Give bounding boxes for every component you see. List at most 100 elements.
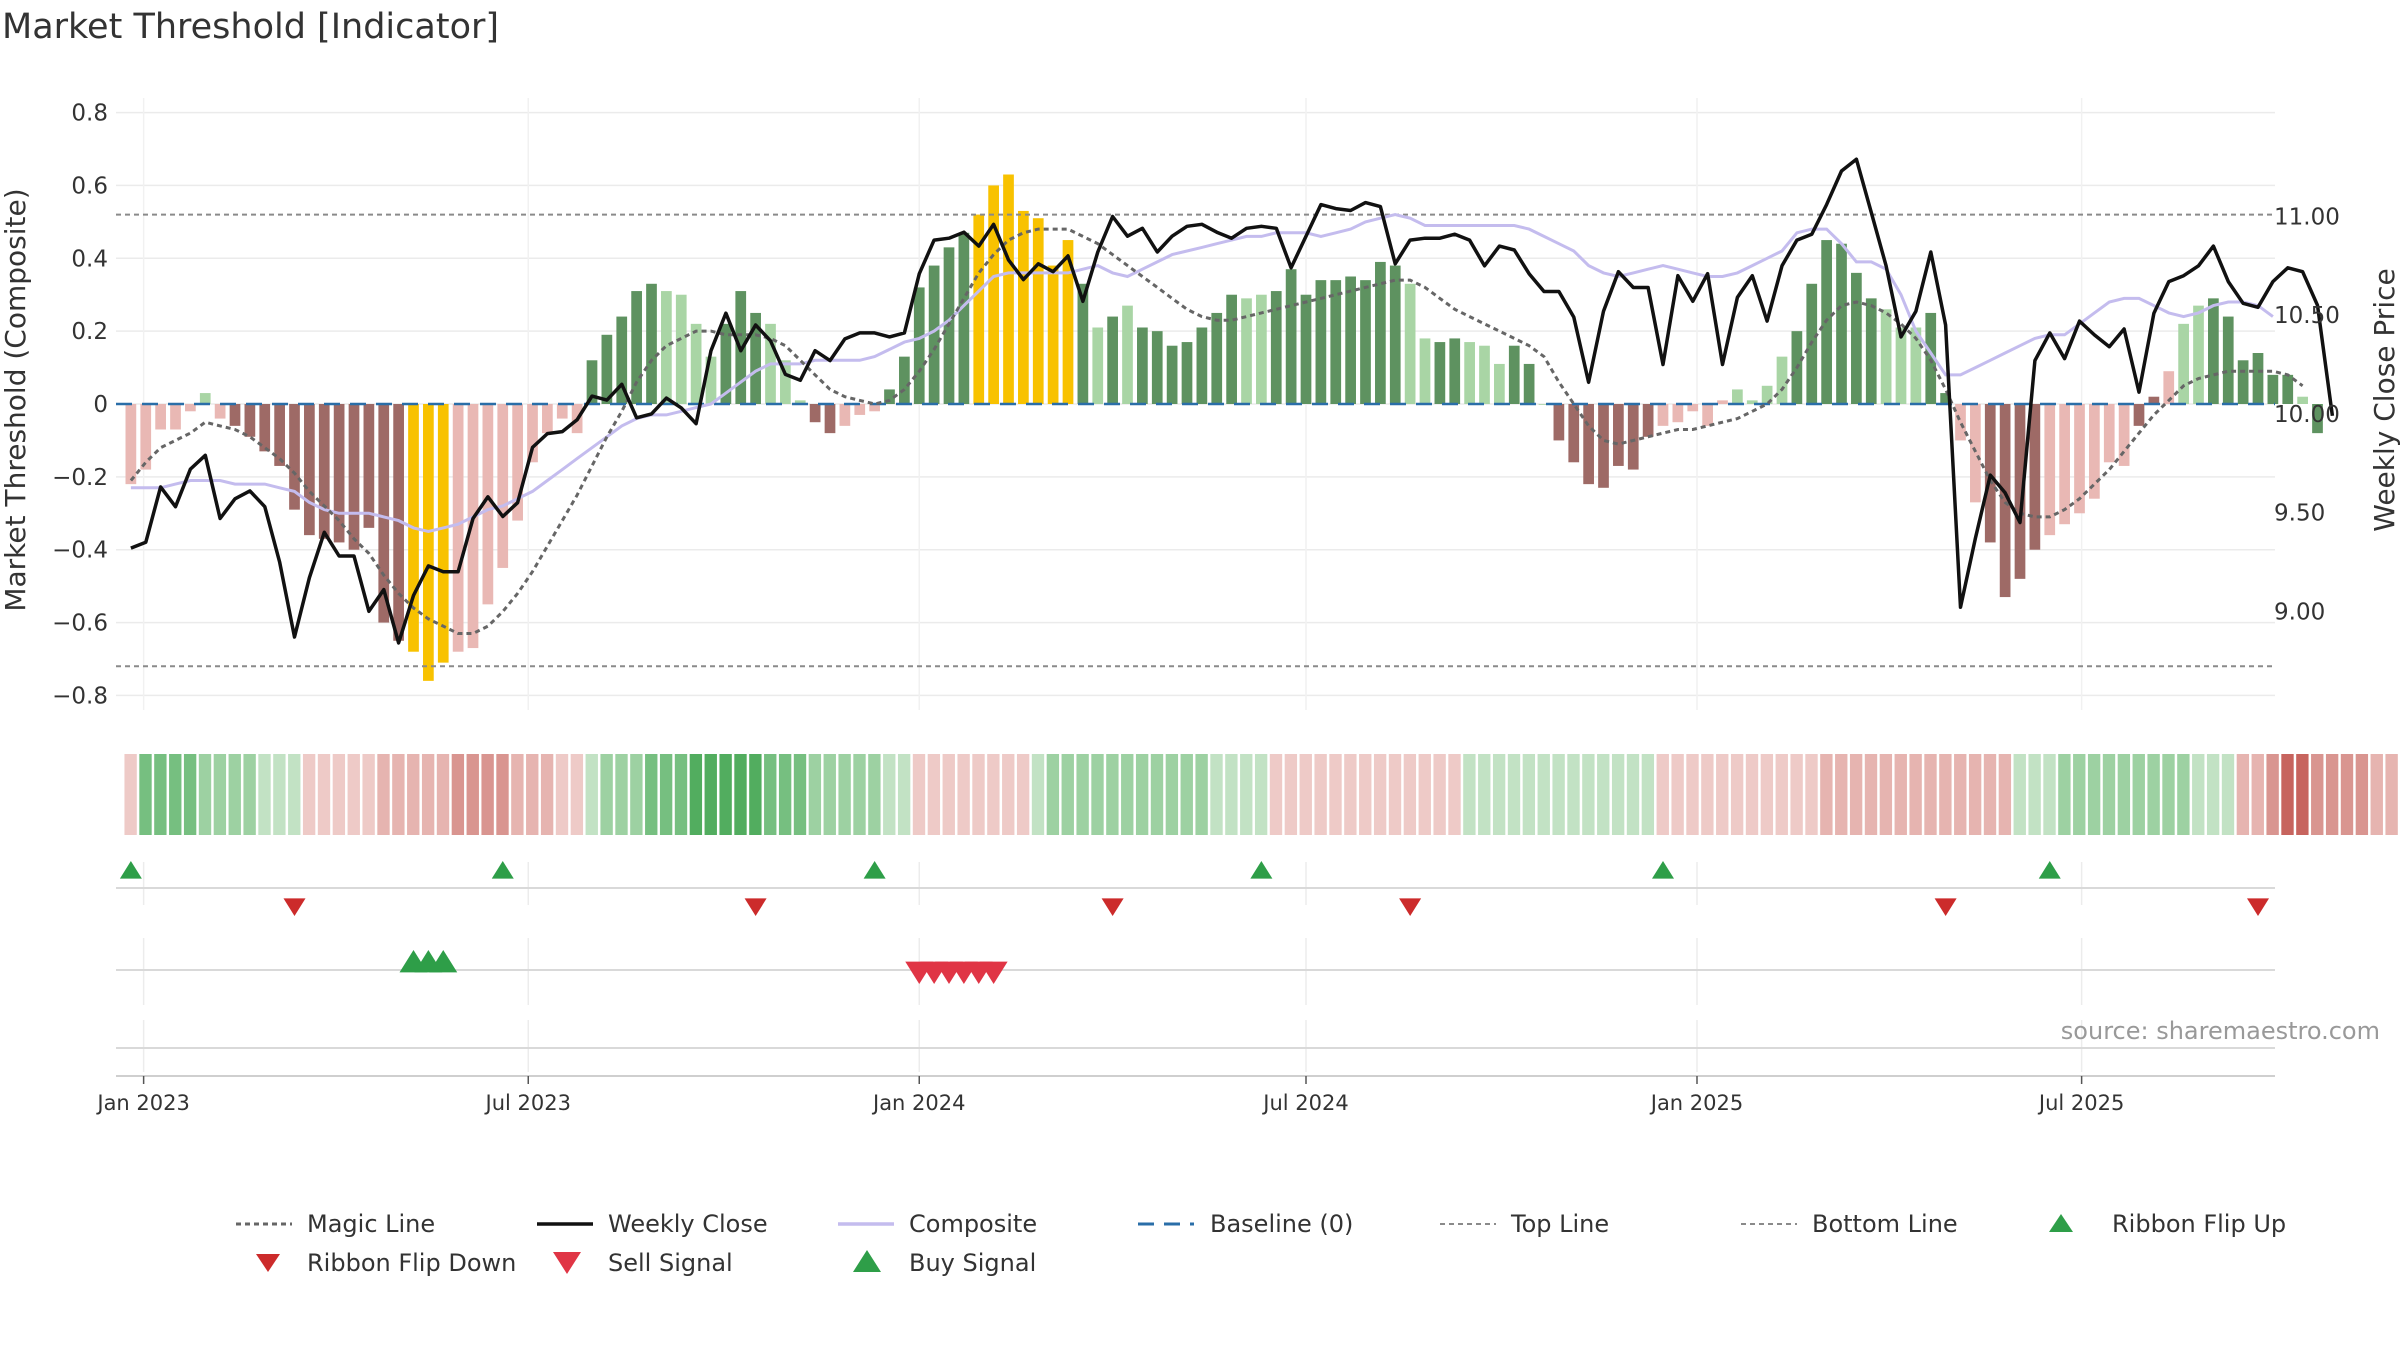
ribbon-cell: [377, 754, 390, 835]
legend-item-bottom-line: Bottom Line: [1741, 1210, 1958, 1238]
ribbon-cell: [1210, 754, 1223, 835]
ribbon-cell: [258, 754, 271, 835]
x-tick-label: Jul 2023: [484, 1091, 571, 1115]
histogram-bar: [794, 400, 806, 404]
ribbon-cell: [1507, 754, 1521, 835]
ribbon-cell: [1537, 754, 1550, 835]
histogram-bar: [527, 404, 538, 463]
legend-swatch-buy-signal: [853, 1250, 881, 1272]
ribbon-flip-up-marker: [1250, 861, 1273, 879]
ribbon-cell: [957, 754, 970, 835]
ribbon-cell: [2296, 754, 2309, 835]
legend-item-ribbon-flip-up: Ribbon Flip Up: [2049, 1210, 2286, 1238]
sell-signal-marker: [979, 961, 1008, 984]
histogram-bar: [1865, 298, 1877, 404]
ribbon-cell: [912, 754, 926, 835]
histogram-bar: [646, 283, 657, 404]
ribbon-cell: [2266, 754, 2279, 835]
right-tick-label: 10.00: [2274, 402, 2340, 428]
histogram-bar: [1211, 312, 1223, 404]
ribbon-cell: [823, 754, 836, 835]
histogram-bar: [601, 334, 613, 404]
legend-item-weekly-close: Weekly Close: [537, 1210, 768, 1238]
histogram-bar: [1196, 327, 1208, 404]
left-tick-label: 0.8: [71, 101, 108, 127]
trend-ribbon: [124, 754, 2398, 835]
histogram-bar: [1761, 385, 1773, 404]
ribbon-cell: [1225, 754, 1238, 835]
histogram-bar: [2178, 323, 2189, 404]
histogram-bar: [869, 404, 880, 412]
histogram-bar: [1627, 404, 1639, 470]
histogram-bar: [1508, 345, 1520, 404]
histogram-bar: [2237, 360, 2249, 404]
ribbon-cell: [2251, 754, 2264, 835]
histogram-bar: [661, 291, 672, 404]
ribbon-cell: [2162, 754, 2175, 835]
histogram-bar: [1062, 240, 1074, 404]
left-axis-title: Market Threshold (Composite): [0, 188, 32, 611]
ribbon-cell: [1597, 754, 1610, 835]
ribbon-cell: [288, 754, 301, 835]
ribbon-cell: [347, 754, 360, 835]
legend-swatch-ribbon-flip-up: [2049, 1214, 2073, 1232]
histogram-bar: [1256, 294, 1267, 404]
ribbon-cell: [2370, 754, 2383, 835]
histogram-bar: [2222, 316, 2234, 404]
ribbon-cell: [1835, 754, 1848, 835]
histogram-bar: [542, 404, 553, 434]
composite-line: [130, 213, 2274, 534]
histogram-bar: [839, 404, 851, 426]
ribbon-cell: [1329, 754, 1342, 835]
histogram-bar: [556, 404, 568, 419]
ribbon-cell: [273, 754, 286, 835]
ribbon-cell: [1388, 754, 1402, 835]
ribbon-flip-up-marker: [119, 861, 142, 879]
ribbon-cell: [719, 754, 732, 835]
legend-item-baseline: Baseline (0): [1138, 1210, 1353, 1238]
histogram-bar: [2297, 396, 2308, 404]
ribbon-flip-down-marker: [744, 898, 767, 916]
histogram-bar: [1300, 294, 1312, 404]
ribbon-cell: [585, 754, 598, 835]
histogram-bar: [185, 404, 196, 412]
ribbon-cell: [555, 754, 569, 835]
histogram-bar: [155, 404, 166, 430]
ribbon-cell: [1091, 754, 1104, 835]
ribbon-cell: [1805, 754, 1818, 835]
histogram-bar: [1315, 280, 1327, 404]
ribbon-cell: [1686, 754, 1699, 835]
histogram-bar: [705, 356, 717, 404]
ribbon-cell: [1701, 754, 1714, 835]
ribbon-cell: [1135, 754, 1149, 835]
histogram-bar: [1032, 218, 1044, 404]
ribbon-cell: [1983, 754, 1997, 835]
ribbon-cell: [2028, 754, 2041, 835]
histogram-bar: [2252, 353, 2264, 404]
ribbon-cell: [734, 754, 747, 835]
histogram-bar: [2074, 404, 2085, 514]
ribbon-cell: [228, 754, 241, 835]
signal-panels: [116, 861, 2275, 1077]
histogram-bar: [616, 316, 628, 404]
ribbon-cell: [615, 754, 628, 835]
histogram-bar: [1836, 243, 1847, 404]
histogram-bar: [1047, 265, 1059, 404]
ribbon-cell: [659, 754, 673, 835]
ribbon-cell: [1121, 754, 1134, 835]
ribbon-cell: [2132, 754, 2145, 835]
composite-histogram: [125, 174, 2323, 681]
ribbon-cell: [481, 754, 494, 835]
ribbon-cell: [332, 754, 346, 835]
ribbon-cell: [1998, 754, 2012, 835]
histogram-bar: [1999, 404, 2011, 598]
histogram-bar: [586, 360, 598, 404]
histogram-bar: [2118, 404, 2130, 466]
histogram-bar: [1523, 363, 1535, 404]
histogram-bar: [1151, 331, 1163, 404]
histogram-bar: [1077, 283, 1089, 404]
ribbon-flip-down-marker: [1101, 898, 1124, 916]
histogram-bar: [1642, 404, 1654, 437]
ribbon-cell: [1656, 754, 1669, 835]
histogram-bar: [2089, 404, 2100, 499]
